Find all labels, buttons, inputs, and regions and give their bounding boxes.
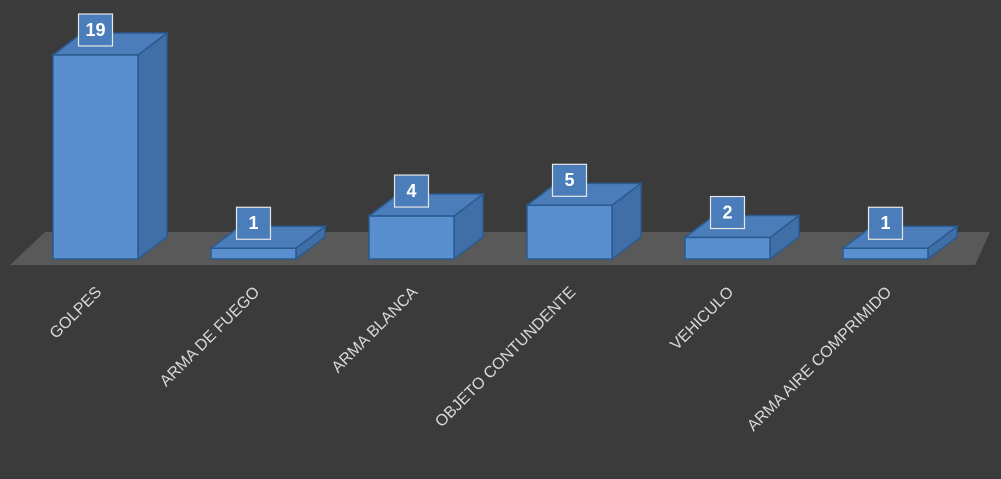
value-label-box (551, 163, 588, 197)
value-label: 4 (406, 181, 416, 201)
bar (368, 215, 455, 260)
value-label-box (393, 174, 430, 208)
bar (210, 247, 297, 260)
value-label-box (709, 195, 746, 230)
value-label: 19 (85, 20, 105, 40)
bar (52, 54, 139, 260)
bar (842, 247, 929, 260)
value-label: 5 (564, 170, 574, 190)
value-label: 1 (880, 213, 890, 233)
value-label-box (867, 206, 904, 240)
bar (526, 204, 613, 260)
bar (684, 236, 771, 260)
bar-side (137, 31, 168, 261)
value-label-box (235, 206, 272, 240)
value-label-box (77, 13, 114, 47)
value-label: 1 (248, 213, 258, 233)
value-label: 2 (722, 202, 732, 222)
